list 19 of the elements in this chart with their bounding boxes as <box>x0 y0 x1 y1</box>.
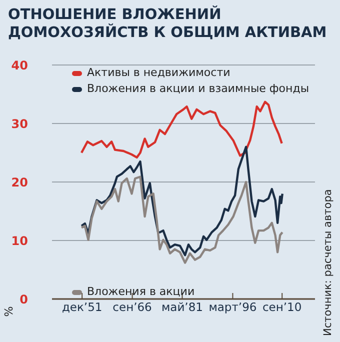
x-tick-label: сен’10 <box>262 300 302 314</box>
text: Источник: расчеты автора <box>322 189 334 336</box>
x-tick-label: май’81 <box>161 300 203 314</box>
line-series <box>80 176 284 264</box>
y-tick-label: 20 <box>11 175 28 190</box>
line-series <box>80 100 283 159</box>
legend-label: Активы в недвижимости <box>87 65 230 81</box>
x-tick-label: сен’66 <box>112 300 152 314</box>
x-tick-label: март’96 <box>208 300 257 314</box>
y-tick-label: 0 <box>20 292 28 306</box>
y-tick-label: 40 <box>11 58 28 72</box>
chart-title: ОТНОШЕНИЕ ВЛОЖЕНИЙ ДОМОХОЗЯЙСТВ К ОБЩИМ АКТИВАМ <box>8 6 328 42</box>
legend-label: Вложения в акции <box>87 284 195 300</box>
line-series <box>80 146 284 256</box>
legend-label: Вложения в акции и взаимные фонды <box>87 81 310 97</box>
x-tick-label: дек’51 <box>62 300 102 314</box>
y-tick-label: 30 <box>11 116 28 131</box>
y-axis-title: % <box>2 306 16 317</box>
y-tick-label: 10 <box>11 234 28 248</box>
